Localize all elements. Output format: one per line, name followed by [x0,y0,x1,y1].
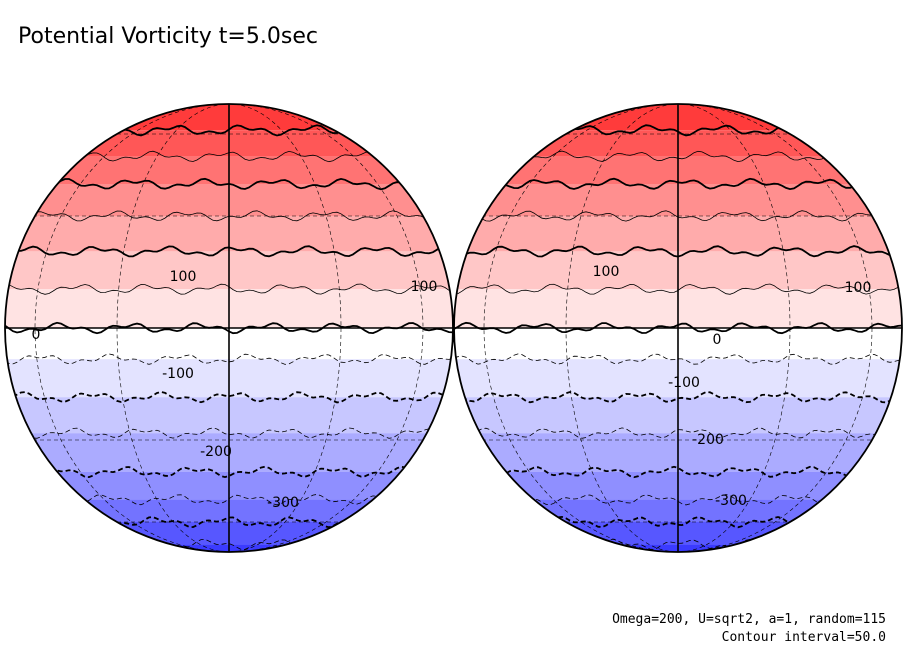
left-hemisphere [5,104,453,552]
right-hemisphere [454,104,902,552]
contour-label: -300 [715,493,747,509]
contour-label: -200 [692,432,724,448]
pv-contour [454,353,902,365]
parameters-note: Omega=200, U=sqrt2, a=1, random=115 [612,612,886,627]
chart-title: Potential Vorticity t=5.0sec [18,24,318,49]
contour-label: -100 [668,375,700,391]
contour-label: 100 [411,279,438,295]
right-hemisphere-outline [453,103,903,553]
contour-label: 100 [170,269,197,285]
contour-label: 0 [32,327,41,343]
pv-contour [5,353,453,365]
hemisphere-overlay: 100 100 0 -100 -200 -300 100 100 0 -100 -200 -300 [4,103,903,553]
contour-label: -100 [162,366,194,382]
pv-contour [5,390,453,404]
contour-label: 100 [845,280,872,296]
left-hemisphere-outline [4,103,454,553]
contour-label: 100 [593,264,620,280]
contour-interval-note: Contour interval=50.0 [721,630,886,645]
contour-label: 0 [713,332,722,348]
contour-label: -300 [267,495,299,511]
contour-label: -200 [200,444,232,460]
